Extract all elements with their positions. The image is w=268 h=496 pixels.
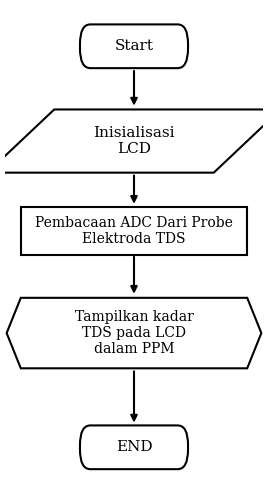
Text: END: END: [116, 440, 152, 454]
Text: Inisialisasi
LCD: Inisialisasi LCD: [93, 126, 175, 156]
FancyBboxPatch shape: [80, 426, 188, 469]
Bar: [21, 207, 247, 255]
Text: Pembacaan ADC Dari Probe
Elektroda TDS: Pembacaan ADC Dari Probe Elektroda TDS: [35, 216, 233, 246]
Polygon shape: [7, 298, 261, 369]
Polygon shape: [0, 110, 268, 173]
FancyBboxPatch shape: [80, 24, 188, 68]
Text: Tampilkan kadar
TDS pada LCD
dalam PPM: Tampilkan kadar TDS pada LCD dalam PPM: [75, 310, 193, 356]
Text: Start: Start: [114, 39, 154, 53]
